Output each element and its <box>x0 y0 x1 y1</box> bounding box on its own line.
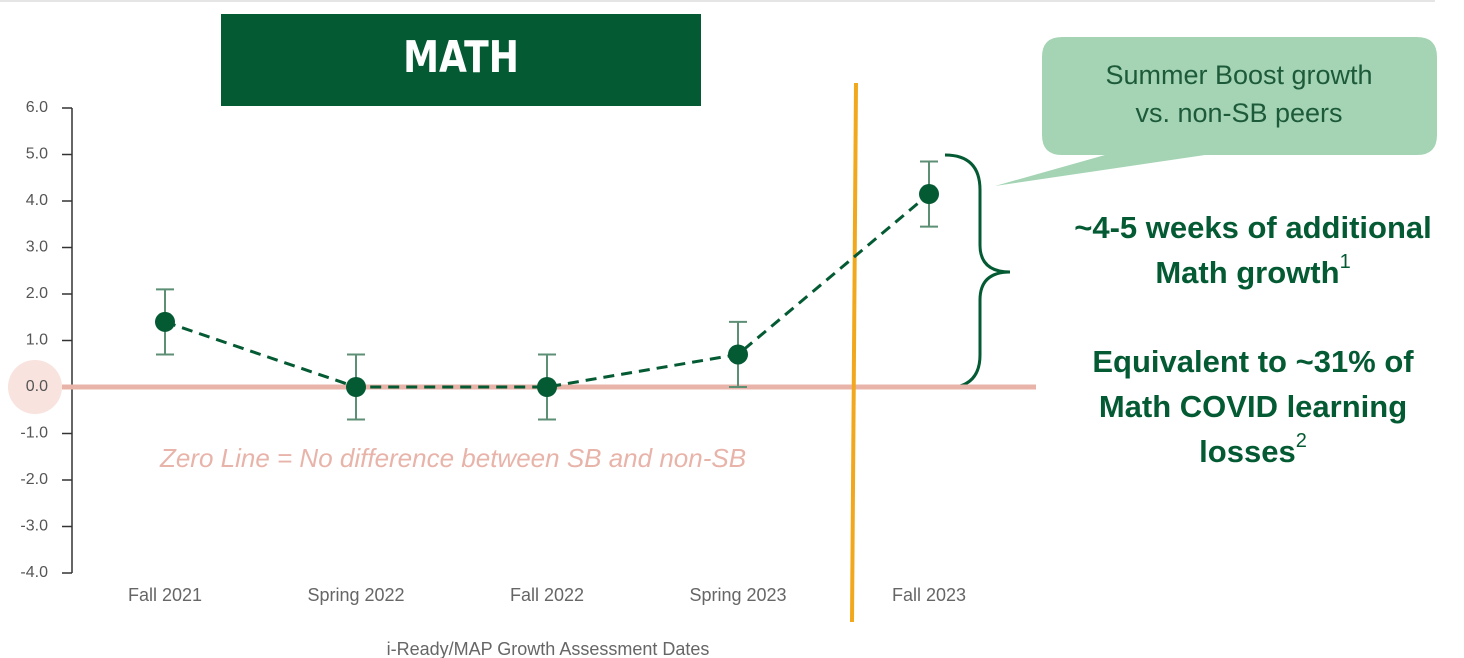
x-tick-label: Fall 2021 <box>128 585 202 605</box>
callout-box <box>995 37 1437 186</box>
finding-text: Math growth1 <box>1155 251 1350 290</box>
zero-line-label: Zero Line = No difference between SB and… <box>159 443 746 473</box>
x-tick-label: Spring 2023 <box>689 585 786 605</box>
point <box>919 184 939 205</box>
chart-title: MATH <box>403 33 519 83</box>
finding-text: losses2 <box>1199 430 1307 469</box>
y-tick-label: -3.0 <box>20 518 48 535</box>
x-tick-label: Fall 2023 <box>892 585 966 605</box>
finding-text: losses <box>1199 434 1296 469</box>
x-tick-label: Fall 2022 <box>510 585 584 605</box>
finding-text: ~4-5 weeks of additional <box>1074 210 1431 245</box>
y-tick-label: 5.0 <box>26 146 48 163</box>
brace <box>944 153 1011 390</box>
point <box>728 344 748 365</box>
y-tick-label: -1.0 <box>20 425 48 442</box>
y-tick-label: 6.0 <box>26 99 48 116</box>
y-tick-label: 2.0 <box>26 285 48 302</box>
finding-text: Equivalent to ~31% of <box>1092 344 1414 379</box>
callout-text: vs. non-SB peers <box>1135 98 1342 128</box>
x-tick-label: Spring 2022 <box>307 585 404 605</box>
y-tick-label: -4.0 <box>20 564 48 581</box>
finding-text: Math COVID learning <box>1099 389 1407 424</box>
x-axis-title: i-Ready/MAP Growth Assessment Dates <box>387 639 710 658</box>
point <box>155 311 175 332</box>
footnote-mark: 1 <box>1340 251 1351 273</box>
y-tick-label: 0.0 <box>26 378 48 395</box>
zero-highlight <box>8 360 62 414</box>
y-tick-label: 1.0 <box>26 332 48 349</box>
callout-text: Summer Boost growth <box>1105 60 1372 90</box>
y-tick-label: -2.0 <box>20 471 48 488</box>
finding-text: Math growth <box>1155 255 1339 290</box>
point <box>537 377 557 397</box>
point <box>346 377 366 397</box>
y-tick-label: 4.0 <box>26 192 48 209</box>
trend-line <box>164 192 930 389</box>
y-tick-label: 3.0 <box>26 239 48 256</box>
divider <box>850 82 858 623</box>
title-box <box>221 14 701 106</box>
footnote-mark: 2 <box>1296 430 1307 452</box>
